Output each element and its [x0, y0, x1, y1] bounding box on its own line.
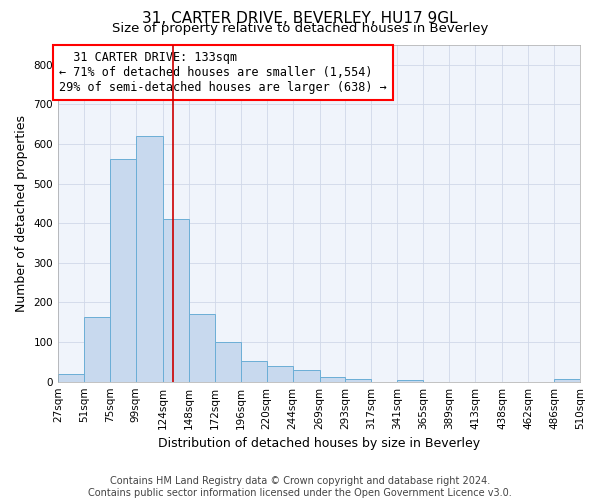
Text: Size of property relative to detached houses in Beverley: Size of property relative to detached ho… — [112, 22, 488, 35]
Bar — [293, 370, 320, 382]
Text: 31, CARTER DRIVE, BEVERLEY, HU17 9GL: 31, CARTER DRIVE, BEVERLEY, HU17 9GL — [142, 11, 458, 26]
Bar — [215, 342, 241, 382]
Bar — [320, 377, 346, 382]
Bar — [189, 314, 215, 382]
Bar — [346, 378, 371, 382]
Bar — [266, 366, 293, 382]
Bar — [241, 360, 266, 382]
Bar — [110, 158, 136, 382]
Bar — [136, 136, 163, 382]
Text: 31 CARTER DRIVE: 133sqm
← 71% of detached houses are smaller (1,554)
29% of semi: 31 CARTER DRIVE: 133sqm ← 71% of detache… — [59, 51, 387, 94]
Text: Contains HM Land Registry data © Crown copyright and database right 2024.
Contai: Contains HM Land Registry data © Crown c… — [88, 476, 512, 498]
Bar — [554, 378, 580, 382]
Bar — [397, 380, 424, 382]
X-axis label: Distribution of detached houses by size in Beverley: Distribution of detached houses by size … — [158, 437, 480, 450]
Bar — [163, 219, 189, 382]
Y-axis label: Number of detached properties: Number of detached properties — [15, 115, 28, 312]
Bar — [58, 374, 84, 382]
Bar — [84, 317, 110, 382]
